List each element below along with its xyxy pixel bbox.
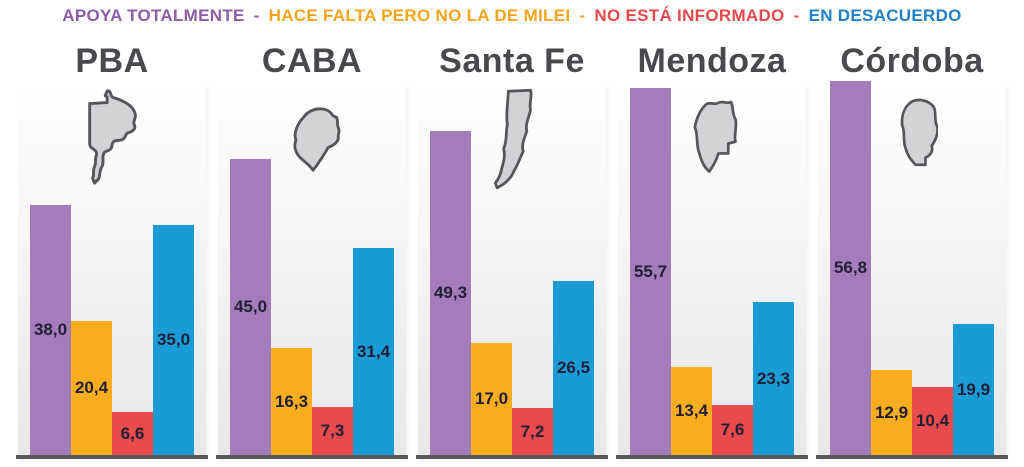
panel-title-mendoza: Mendoza [637,42,787,80]
bar-value-label: 45,0 [233,297,268,316]
bar-value-label: 7,3 [320,421,345,440]
bar-pba-hace-falta: 20,4 [71,321,112,455]
bar-mendoza-hace-falta: 13,4 [671,367,712,455]
bar-cordoba-hace-falta: 12,9 [871,370,912,455]
axis-baseline [816,455,1008,459]
bar-value-label: 49,3 [433,283,468,302]
panel-title-cordoba: Córdoba [840,42,984,80]
bar-caba-apoya: 45,0 [230,159,271,455]
bar-santa-fe-desacuerdo: 26,5 [553,281,594,455]
chart-santa-fe: 49,3 17,0 7,2 26,5 [416,85,608,459]
legend-separator: - [253,6,260,25]
map-santa-fe-icon [493,88,533,190]
bar-cordoba-desacuerdo: 19,9 [953,324,994,455]
bar-value-label: 23,3 [756,368,791,388]
bar-pba-apoya: 38,0 [30,205,71,455]
bar-value-label: 10,4 [915,411,950,430]
bar-value-label: 38,0 [33,320,68,339]
bar-value-label: 19,9 [956,379,991,399]
bar-mendoza-apoya: 55,7 [630,88,671,455]
bar-value-label: 6,6 [120,423,145,443]
bar-caba-desacuerdo: 31,4 [353,248,394,455]
bar-value-label: 13,4 [674,401,709,420]
panel-pba: PBA 38,0 20,4 6,6 35,0 [16,39,208,459]
map-cordoba-icon [900,98,938,167]
legend-label-en-desacuerdo: EN DESACUERDO [808,6,962,25]
axis-baseline [416,455,608,459]
chart-caba: 45,0 16,3 7,3 31,4 [216,85,408,459]
bar-caba-no-informado: 7,3 [312,407,353,455]
bar-value-label: 31,4 [356,341,391,361]
bar-value-label: 16,3 [274,391,309,411]
bar-cordoba-apoya: 56,8 [830,81,871,455]
bar-mendoza-desacuerdo: 23,3 [753,302,794,455]
legend-label-apoya-totalmente: APOYA TOTALMENTE [62,6,245,25]
axis-baseline [16,455,208,459]
bar-santa-fe-no-informado: 7,2 [512,408,553,455]
bar-santa-fe-apoya: 49,3 [430,131,471,455]
legend-separator: - [793,6,800,25]
bar-value-label: 56,8 [833,258,868,277]
axis-baseline [616,455,808,459]
bar-mendoza-no-informado: 7,6 [712,405,753,455]
bar-santa-fe-hace-falta: 17,0 [471,343,512,455]
bar-value-label: 7,2 [520,421,545,441]
bar-value-label: 12,9 [874,402,909,422]
bar-caba-hace-falta: 16,3 [271,348,312,455]
map-pba-icon [88,89,137,185]
bar-pba-no-informado: 6,6 [112,412,153,455]
chart-pba: 38,0 20,4 6,6 35,0 [16,85,208,459]
bar-value-label: 55,7 [633,261,668,281]
bar-value-label: 26,5 [556,358,591,377]
legend-label-hace-falta: HACE FALTA PERO NO LA DE MILEI [268,6,571,25]
panel-title-santa-fe: Santa Fe [439,42,585,80]
legend: APOYA TOTALMENTE - HACE FALTA PERO NO LA… [0,5,1024,27]
panel-mendoza: Mendoza 55,7 13,4 7,6 23,3 [616,39,808,459]
bar-group-mendoza: 55,7 13,4 7,6 23,3 [630,88,794,455]
panel-santa-fe: Santa Fe 49,3 17,0 7,2 26,5 [416,39,608,459]
bar-value-label: 20,4 [74,378,109,397]
legend-separator: - [579,6,586,25]
bar-group-santa-fe: 49,3 17,0 7,2 26,5 [430,131,594,455]
bar-cordoba-no-informado: 10,4 [912,387,953,455]
map-mendoza-icon [693,100,738,173]
bar-group-cordoba: 56,8 12,9 10,4 19,9 [830,81,994,455]
map-caba-icon [293,107,341,172]
chart-cordoba: 56,8 12,9 10,4 19,9 [816,81,1008,459]
legend-label-no-informado: NO ESTÁ INFORMADO [594,6,785,25]
axis-baseline [216,455,408,459]
panel-cordoba: Córdoba 56,8 12,9 10,4 19,9 [816,39,1008,459]
bar-value-label: 7,6 [720,420,745,439]
bar-value-label: 17,0 [474,389,509,408]
province-panels: PBA 38,0 20,4 6,6 35,0 CABA 45,0 16,3 7,… [0,39,1024,459]
panel-caba: CABA 45,0 16,3 7,3 31,4 [216,39,408,459]
bar-value-label: 35,0 [156,330,191,349]
bar-group-caba: 45,0 16,3 7,3 31,4 [230,159,394,455]
panel-title-pba: PBA [75,42,149,80]
chart-mendoza: 55,7 13,4 7,6 23,3 [616,85,808,459]
bar-group-pba: 38,0 20,4 6,6 35,0 [30,205,194,455]
bar-pba-desacuerdo: 35,0 [153,225,194,455]
panel-title-caba: CABA [261,42,363,80]
